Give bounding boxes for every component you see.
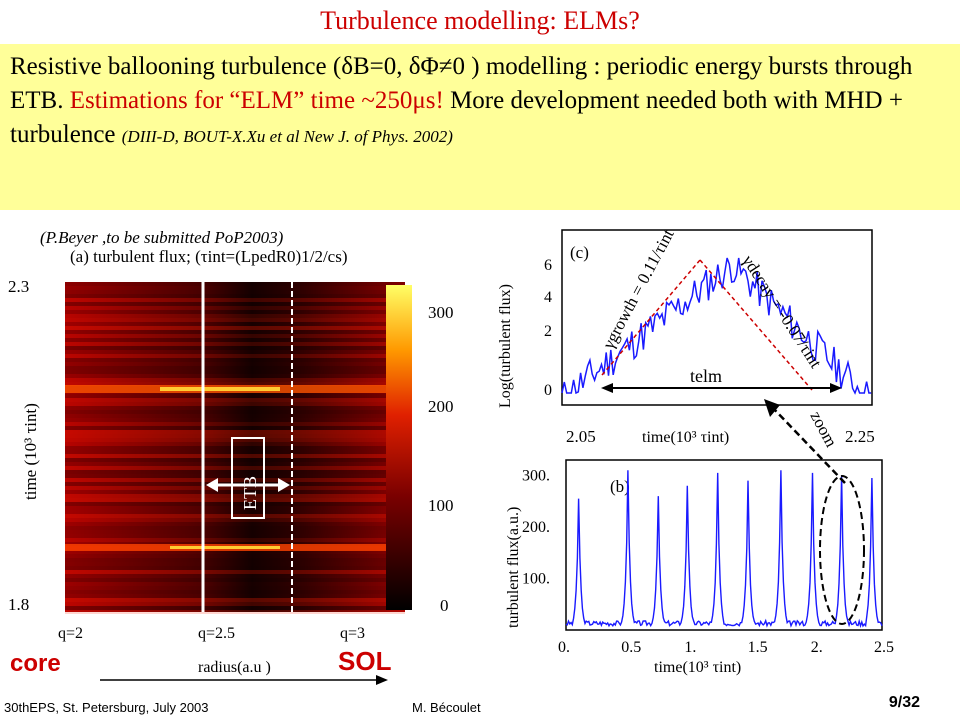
b-ytick: 100. (522, 570, 550, 587)
cbar-tick-200: 200 (428, 397, 454, 416)
core-label: core (10, 650, 61, 677)
slide-number: 9/32 (888, 694, 920, 711)
panel-c-xlabel: time(10³ τint) (642, 429, 729, 446)
panel-b-chart: turbulent flux(a.u.) (b) 300. 200. 100. 0.… (505, 459, 894, 676)
summary-text-3: ) modelling (465, 53, 594, 80)
cbar-tick-100: 100 (428, 496, 454, 515)
summary-close: ) (447, 127, 453, 146)
b-xtick: 2.5 (874, 639, 894, 656)
heatmap-area (65, 282, 405, 612)
zoom-arrow (764, 399, 846, 484)
sol-label: SOL (338, 646, 392, 676)
b-ytick: 200. (522, 519, 550, 536)
cbar-tick-300: 300 (428, 303, 454, 322)
panel-c-ylabel: Log(turbulent flux) (497, 284, 514, 408)
panel-c-chart: (c) Log(turbulent flux) 6 4 2 0 γgrowth … (497, 226, 875, 450)
panel-b-ylabel: turbulent flux(a.u.) (505, 507, 522, 628)
panel-c-series (561, 257, 872, 395)
summary-text-6: More development needed both with MHD + … (10, 87, 903, 148)
c-xtick-2-05: 2.05 (566, 427, 596, 446)
reference-note: (P.Beyer ,to be submitted PoP2003) (40, 228, 284, 247)
panel-b-frame (565, 459, 883, 631)
telm-label: telm (690, 366, 722, 386)
b-ytick: 300. (522, 467, 550, 484)
panel-b-label: (b) (610, 477, 630, 496)
summary-box: Resistive ballooning turbulence (δB=0, δ… (0, 44, 960, 210)
panel-b-series (565, 470, 883, 629)
ytick-top: 2.3 (8, 277, 29, 296)
radius-arrow (100, 675, 388, 685)
panel-c-label: (c) (570, 243, 589, 262)
growth-rate-label: γgrowth = 0.11/τint (598, 226, 678, 353)
b-xtick: 1.5 (748, 639, 768, 656)
q-label-3: q=3 (340, 625, 365, 642)
panel-a-ylabel: time (10³ τint) (21, 403, 40, 500)
etb-label: ETB (240, 476, 260, 510)
c-ytick-6: 6 (544, 257, 552, 274)
summary-fields: δB=0, δΦ≠0 (341, 53, 466, 80)
c-ytick-0: 0 (544, 382, 552, 399)
q-label-2: q=2 (58, 625, 83, 642)
colorbar (386, 285, 412, 610)
b-xtick: 2. (811, 639, 823, 656)
b-xtick: 0. (558, 639, 570, 656)
slide-title: Turbulence modelling: ELMs? (320, 6, 640, 35)
summary-citation: (DIII-D, BOUT-X.Xu et al New J. of Phys.… (121, 127, 448, 146)
c-ytick-4: 4 (544, 289, 552, 306)
panel-c-frame (561, 229, 873, 406)
panel-b-xlabel: time(10³ τint) (654, 659, 741, 676)
b-xtick: 1. (684, 639, 696, 656)
panel-a-heatmap: (a) turbulent flux; (τint=(LpedR0)1/2/cs… (8, 247, 454, 676)
panel-a-label: (a) turbulent flux; (τint=(LpedR0)1/2/cs… (70, 247, 348, 266)
c-ytick-2: 2 (544, 323, 552, 340)
decay-fit-line (699, 259, 813, 391)
decay-rate-label: γdecay = -0.07/τint (738, 251, 826, 372)
summary-text-1: Resistive ballooning turbulence ( (10, 53, 342, 80)
cbar-tick-0: 0 (440, 596, 449, 615)
q-label-2-5: q=2.5 (198, 625, 235, 642)
panel-a-xlabel: radius(a.u ) (198, 659, 271, 676)
summary-text-4: : periodic energy bursts through ETB. (10, 53, 913, 114)
c-xtick-2-25: 2.25 (845, 427, 875, 446)
footer-author: M. Bécoulet (412, 700, 481, 715)
footer-conference: 30thEPS, St. Petersburg, July 2003 (4, 700, 209, 715)
ytick-bottom: 1.8 (8, 595, 29, 614)
zoom-ellipse (819, 475, 865, 625)
summary-estimate: Estimations for “ELM” time ~250μs! (69, 87, 444, 114)
b-xtick: 0.5 (621, 639, 641, 656)
